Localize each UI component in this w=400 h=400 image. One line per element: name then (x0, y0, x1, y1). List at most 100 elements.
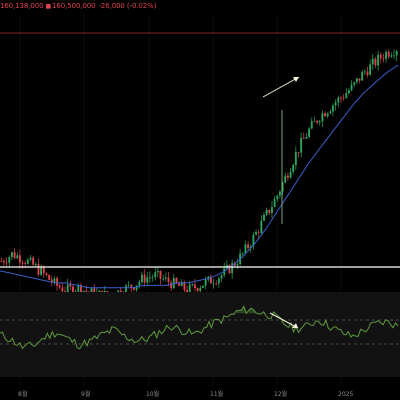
candle-body (210, 276, 212, 284)
candle-body (361, 71, 364, 81)
candle-body (263, 214, 265, 221)
candle-body (236, 264, 239, 266)
candle-body (268, 209, 271, 213)
candle-body (175, 277, 178, 283)
time-axis-label-2025: 2025 (338, 391, 353, 398)
price-b-marker-icon: ■ (45, 2, 52, 10)
candle-body (85, 290, 88, 292)
candle-body (271, 206, 273, 213)
candle-body (329, 111, 332, 114)
candle-body (3, 261, 5, 263)
candle-body (273, 199, 276, 207)
candle-body (369, 64, 372, 75)
candle-body (217, 278, 220, 284)
candle-body (48, 274, 51, 280)
candle-body (292, 165, 295, 172)
candle-body (252, 234, 255, 247)
candle-body (395, 51, 398, 56)
candle-body (355, 78, 358, 83)
candle-body (167, 277, 170, 283)
candle-body (66, 284, 69, 293)
candle-body (289, 171, 292, 178)
candle-body (34, 264, 37, 265)
candle-body (172, 277, 175, 289)
candle-body (297, 152, 300, 153)
candle-body (212, 283, 215, 285)
candle-body (300, 138, 303, 153)
candle-body (29, 257, 32, 260)
candle-body (390, 55, 393, 57)
candle-body (345, 93, 348, 98)
candle-body (387, 51, 390, 57)
candle-body (18, 255, 21, 263)
candle-body (231, 263, 234, 274)
candle-body (353, 82, 356, 85)
candle-body (334, 102, 337, 106)
candle-body (326, 113, 329, 117)
candle-body (164, 277, 167, 279)
candle-body (257, 231, 260, 233)
candle-body (204, 279, 207, 286)
candle-body (249, 246, 252, 248)
candle-body (196, 288, 199, 291)
candle-body (72, 286, 74, 295)
candle-body (228, 265, 231, 274)
candle-body (24, 263, 27, 264)
candle-body (50, 279, 53, 283)
candle-body (77, 284, 80, 292)
candle-body (11, 252, 13, 257)
rsi-line (0, 305, 399, 350)
candle-body (385, 51, 387, 60)
rsi-overbought-fill (236, 306, 277, 314)
candle-body (125, 285, 127, 296)
candle-body (374, 58, 377, 66)
candle-body (45, 273, 48, 275)
candle-body (260, 220, 263, 233)
candle-body (133, 287, 135, 290)
candle-body (265, 209, 268, 215)
candle-body (186, 289, 188, 294)
candle-body (79, 284, 82, 295)
candle-body (308, 128, 311, 137)
candle-body (154, 272, 157, 278)
candle-body (202, 285, 204, 288)
time-axis-label-nov: 11월 (210, 390, 223, 398)
candle-body (26, 259, 29, 264)
candle-body (342, 97, 345, 99)
candle-body (53, 278, 56, 283)
candle-body (42, 267, 45, 274)
candle-body (321, 113, 324, 122)
candle-body (358, 78, 361, 81)
rsi-panel-background (0, 292, 400, 377)
moving-average-line (0, 64, 399, 289)
candle-body (340, 97, 342, 99)
candle-body (58, 285, 61, 288)
candle-body (21, 262, 24, 264)
candle-body (363, 71, 366, 73)
time-axis-label-oct: 10월 (146, 390, 159, 398)
candle-body (350, 84, 353, 91)
price-b-value: 160,500,000 (52, 2, 96, 10)
candle-body (302, 138, 305, 139)
candle-body (16, 255, 19, 259)
candle-body (241, 253, 244, 254)
candle-body (284, 175, 287, 183)
candle-body (393, 55, 395, 57)
candle-body (90, 288, 93, 293)
candle-body (324, 113, 326, 117)
candle-body (194, 284, 196, 289)
candle-body (178, 282, 181, 286)
candle-body (37, 264, 40, 275)
candle-body (347, 90, 350, 94)
candle-body (5, 262, 8, 264)
candle-body (316, 120, 319, 123)
candle-body (281, 182, 284, 192)
candle-body (199, 287, 202, 291)
candle-body (162, 278, 165, 280)
rsi-trend-arrow-icon (269, 312, 299, 329)
candle-body (98, 290, 101, 293)
candle-body (244, 244, 247, 254)
candle-body (135, 285, 138, 290)
